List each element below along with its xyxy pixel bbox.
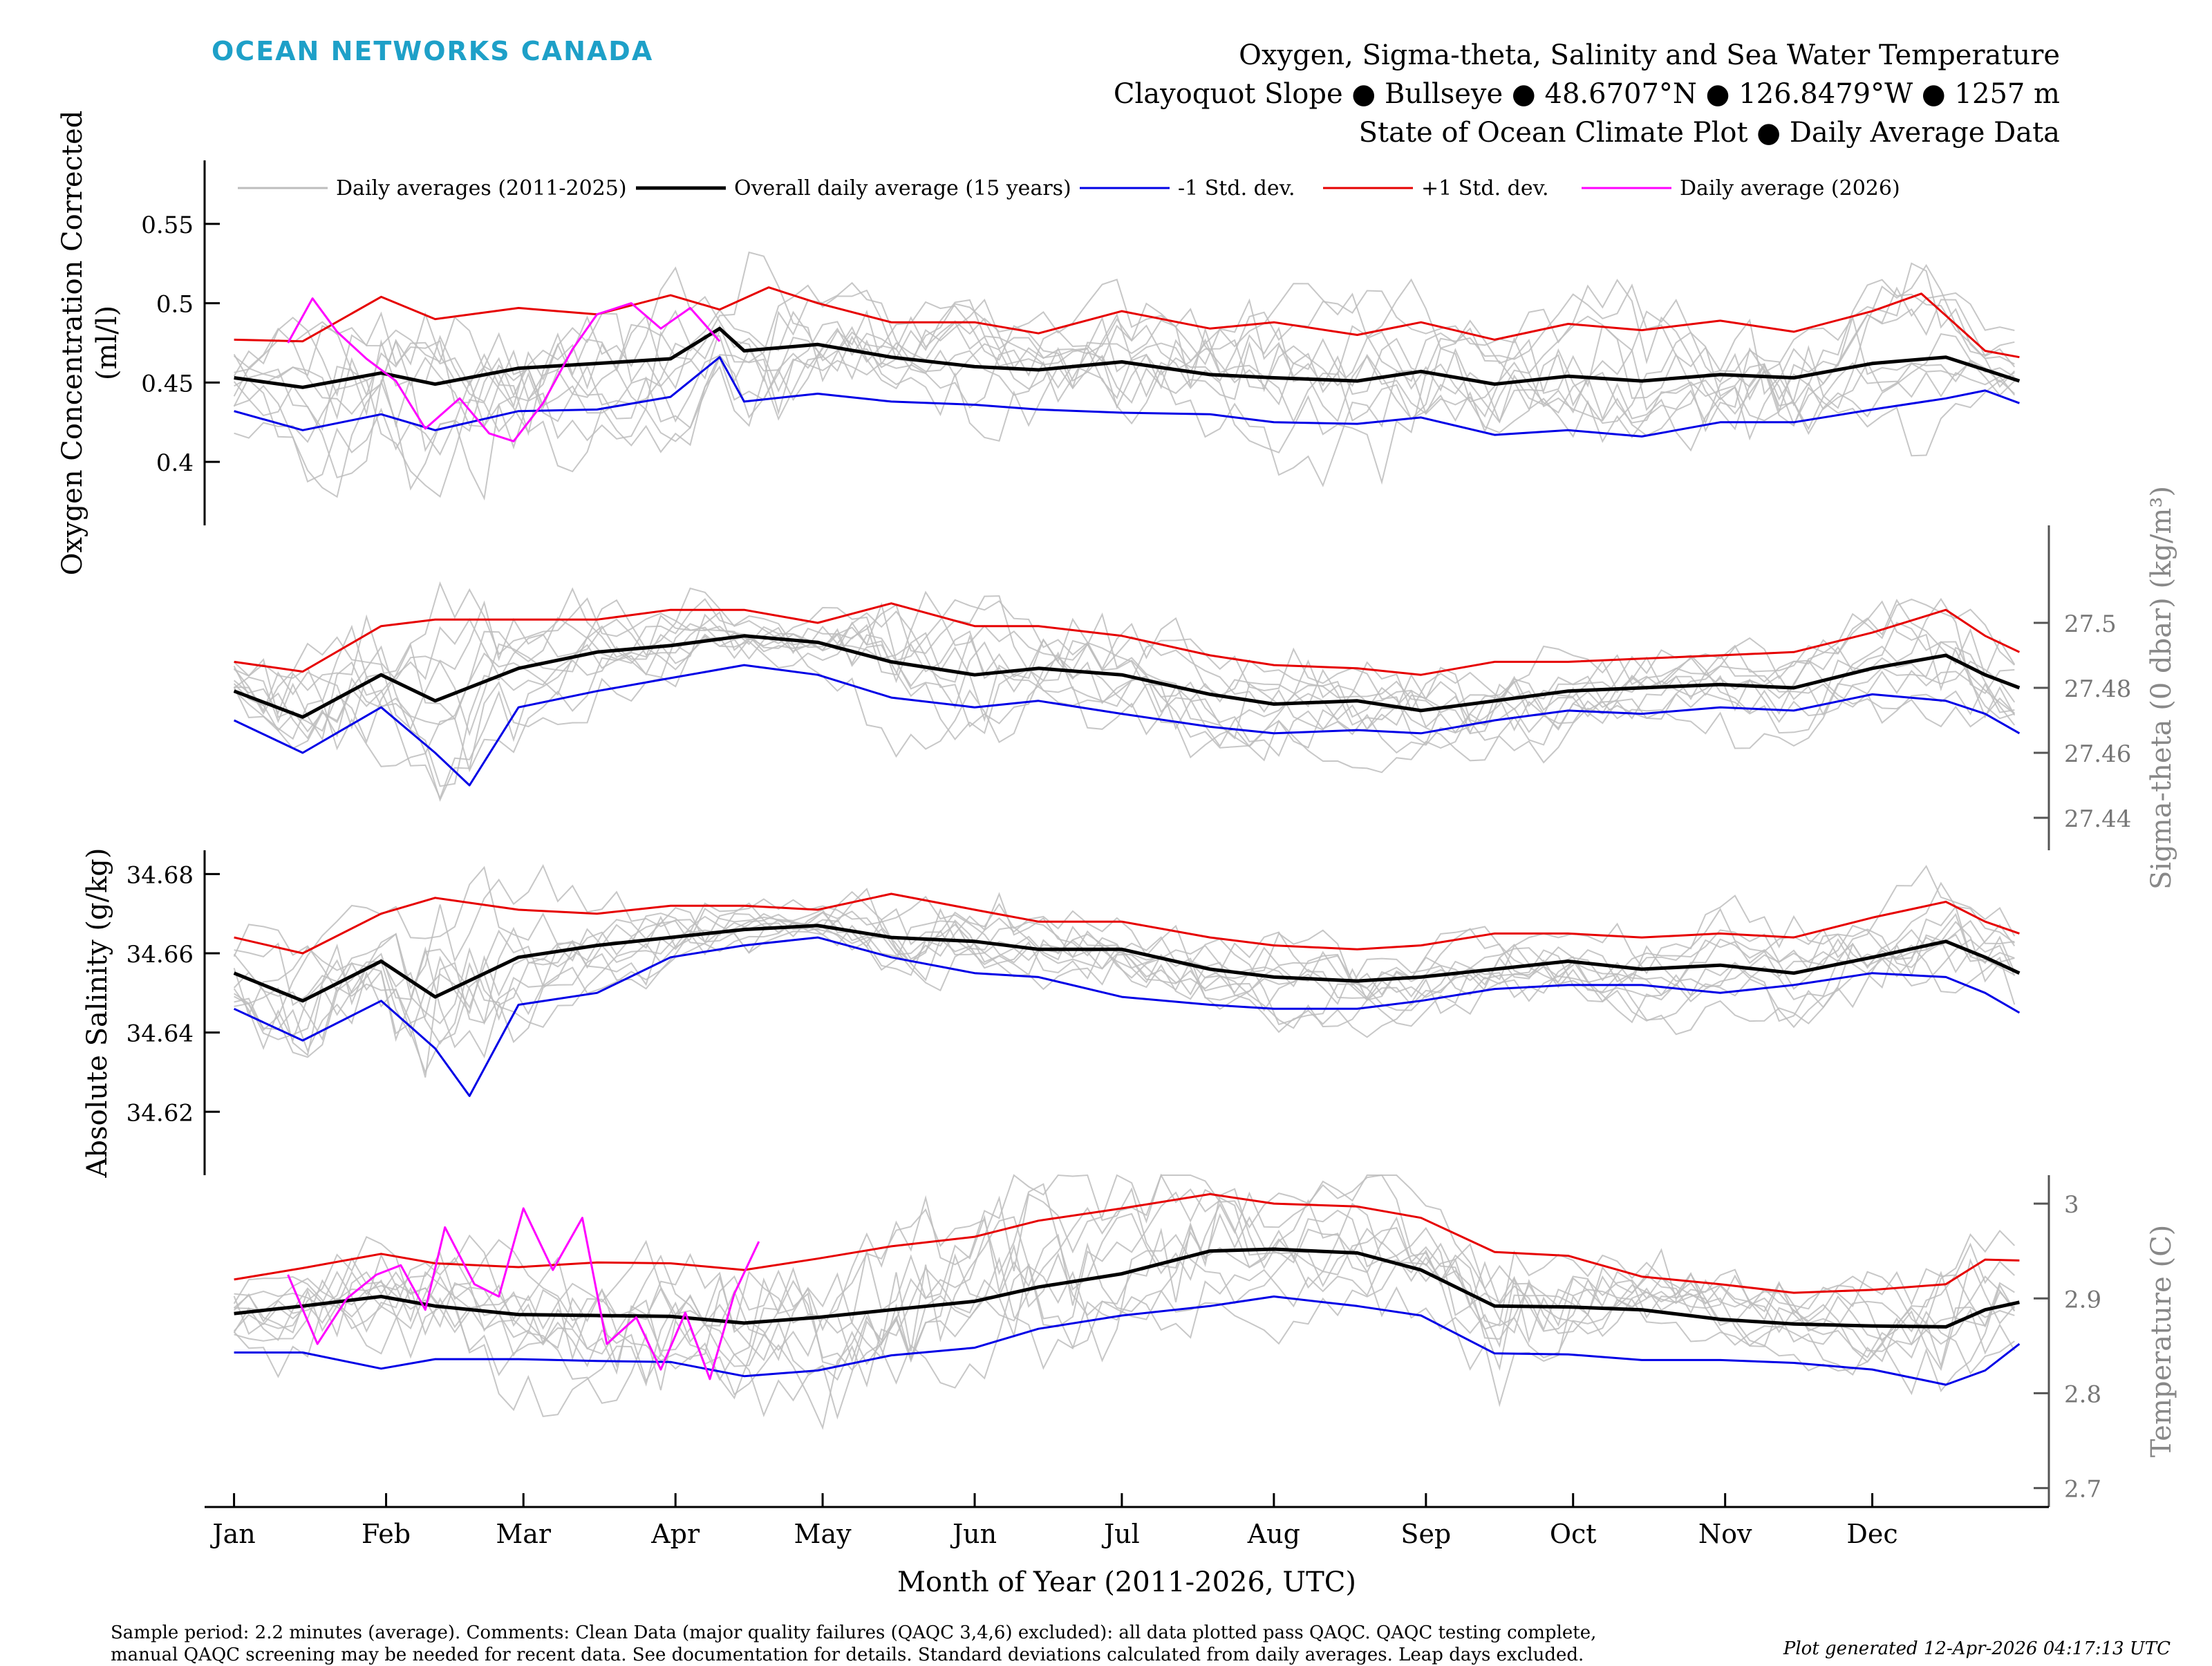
panel-2: 27.44 27.46 27.48 27.5 Sigma-theta (0 dbar) … [233,486,2177,890]
legend-entry: Daily average (2026) [1680,176,1900,200]
y-tick-label: 0.5 [156,291,194,319]
y-tick-label: 0.55 [141,212,194,239]
historical-daily-average-line [233,892,2015,1041]
x-axis-label: Month of Year (2011-2026, UTC) [897,1566,1356,1598]
historical-daily-average-line [234,905,2015,1045]
minus-std-series-line [233,936,2021,1097]
x-tick-label: May [794,1519,852,1549]
x-tick-label: Jun [950,1519,997,1549]
ocean-networks-canada-logo: OCEAN NETWORKS CANADA [212,36,654,66]
historical-daily-average-line [233,1202,2015,1375]
x-tick-label: Mar [496,1519,552,1549]
historical-daily-average-line [233,1173,2016,1383]
chart-titles: Oxygen, Sigma-theta, Salinity and Sea Wa… [1114,36,2060,152]
historical-daily-average-line [233,283,2015,485]
mean-series-line [234,1247,2020,1329]
x-tick-label: Oct [1550,1519,1597,1549]
historical-daily-average-line [234,313,2015,498]
historical-daily-average-line [233,1209,2016,1407]
footer-line-2: manual QAQC screening may be needed for … [111,1645,1584,1665]
panel-4: 2.7 2.8 2.9 3 Temperature (C) [233,1173,2177,1507]
historical-daily-average-line [233,309,2015,457]
panel-2-y-axis-title: Sigma-theta (0 dbar) (kg/m³) [2146,486,2177,890]
legend-entry: -1 Std. dev. [1178,176,1295,200]
y-tick-label: 2.9 [2064,1286,2101,1313]
historical-daily-average-line [234,587,2016,757]
x-tick-label: Feb [362,1519,411,1549]
historical-daily-average-line [234,251,2015,443]
historical-daily-average-line [233,279,2015,501]
plus-std-series-line [234,286,2020,359]
historical-daily-average-line [233,865,2016,1059]
historical-daily-average-line [233,912,2016,1038]
historical-daily-average-line [233,1233,2015,1418]
historical-daily-average-line [233,262,2016,473]
y-tick-label: 2.8 [2064,1380,2101,1408]
plus-std-series-line [234,1192,2020,1294]
historical-daily-average-line [233,597,2015,774]
y-tick-label: 34.62 [126,1099,194,1127]
x-tick-label: Aug [1247,1519,1300,1549]
historical-daily-average-line [233,1174,2015,1378]
legend-entry: +1 Std. dev. [1421,176,1549,200]
x-tick-label: Jul [1101,1519,1140,1549]
title-line-1: Oxygen, Sigma-theta, Salinity and Sea Wa… [1239,39,2060,71]
panel-4-y-axis-title: Temperature (C) [2146,1225,2177,1458]
panel-1-y-axis-title: Oxygen Concentration Corrected (ml/l) [57,111,123,576]
x-tick-label: Dec [1846,1519,1897,1549]
historical-daily-average-line [234,600,2016,801]
historical-daily-average-line [233,1236,2016,1420]
historical-daily-average-line [233,1216,2016,1400]
historical-daily-average-line [233,606,2016,787]
current-year-series-line [287,1207,760,1380]
historical-daily-average-line [234,864,2015,1011]
x-tick-label: Jan [209,1519,255,1549]
y-tick-label: 27.5 [2064,610,2117,638]
mean-series-line [234,326,2021,389]
mean-series-line [233,924,2021,1003]
y-tick-label: 27.46 [2064,740,2131,768]
historical-daily-average-line [233,595,2015,736]
x-tick-label: Sep [1400,1519,1451,1549]
y-tick-label: 27.44 [2064,805,2131,833]
title-line-3: State of Ocean Climate Plot ● Daily Aver… [1358,117,2060,149]
panel-3-y-axis-title: Absolute Salinity (g/kg) [82,848,113,1178]
minus-std-series-line [234,356,2020,438]
y-tick-label: 34.68 [126,861,194,889]
panel-1: 0.4 0.45 0.5 0.55 Oxygen Concentration Corre… [57,111,2021,576]
generated-timestamp: Plot generated 12-Apr-2026 04:17:13 UTC [1783,1638,2171,1659]
minus-std-series-line [233,664,2021,787]
y-tick-label: 0.45 [141,370,194,397]
plus-std-series-line [234,892,2020,955]
minus-std-series-line [234,1295,2021,1386]
chart-panels: 0.4 0.45 0.5 0.55 Oxygen Concentration Corre… [57,111,2177,1507]
x-tick-label: Apr [650,1519,700,1549]
y-tick-label: 34.64 [126,1020,194,1048]
historical-daily-average-line [234,284,2016,487]
legend-entry: Overall daily average (15 years) [734,176,1071,200]
x-axis: Jan Feb Mar Apr May Jun Jul Aug Sep Oct Nov Dec [205,1493,2049,1549]
y-tick-label: 34.66 [126,941,194,968]
historical-daily-average-line [234,1174,2016,1358]
mean-series-line [233,634,2021,719]
legend-entry: Daily averages (2011-2025) [336,176,627,200]
footer-notes: Sample period: 2.2 minutes (average). Co… [111,1622,1596,1666]
footer-line-1: Sample period: 2.2 minutes (average). Co… [111,1622,1597,1643]
current-year-series-line [287,297,721,442]
plus-std-series-line [234,602,2021,676]
y-tick-label: 0.4 [156,449,194,477]
historical-daily-average-line [233,888,2015,1078]
y-tick-label: 2.7 [2064,1476,2101,1504]
chart-legend: Daily averages (2011-2025) Overall daily … [238,176,1900,200]
x-tick-label: Nov [1698,1519,1752,1549]
title-line-2: Clayoquot Slope ● Bullseye ● 48.6707°N ●… [1113,78,2060,110]
y-tick-label: 27.48 [2064,675,2131,703]
y-tick-label: 3 [2064,1191,2079,1219]
historical-daily-average-line [233,599,2016,748]
panel-3: 34.62 34.64 34.66 34.68 Absolute Salinity (g… [82,848,2021,1179]
